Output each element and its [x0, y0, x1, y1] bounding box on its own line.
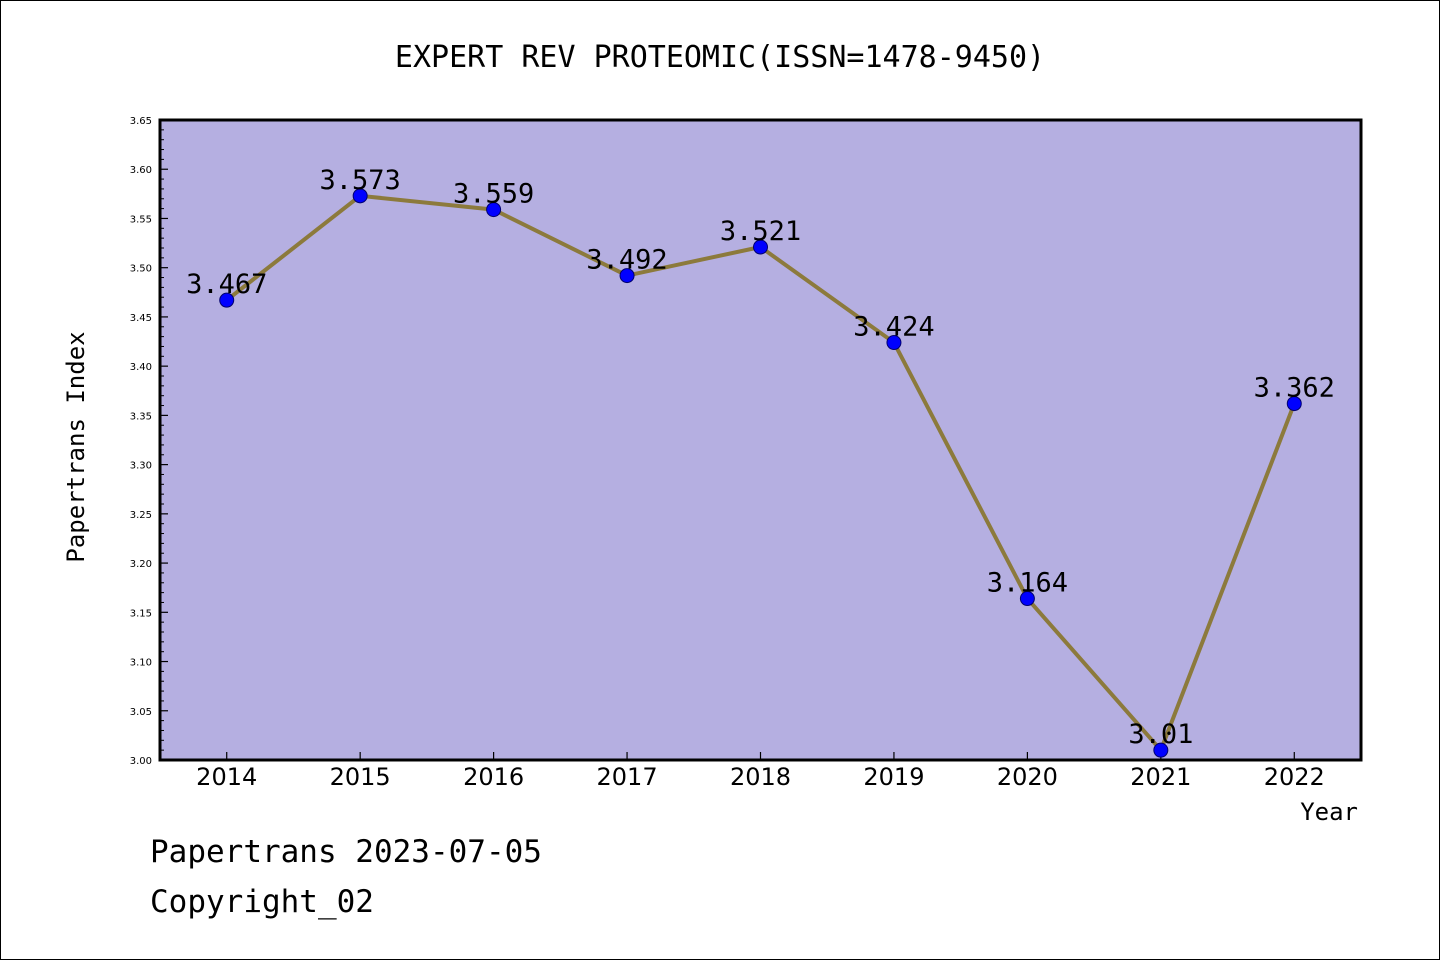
- y-tick-label: 3.25: [130, 510, 152, 521]
- y-tick-label: 3.35: [130, 411, 152, 422]
- y-tick-label: 3.60: [130, 165, 152, 176]
- x-tick-label: 2020: [997, 763, 1058, 791]
- data-point: [886, 335, 902, 351]
- y-tick-label: 3.10: [130, 658, 152, 669]
- x-axis-label: Year: [1300, 798, 1358, 826]
- data-label: 3.573: [320, 165, 401, 196]
- data-point: [486, 202, 502, 218]
- x-tick-label: 2017: [597, 763, 658, 791]
- data-label: 3.362: [1254, 373, 1335, 404]
- y-tick-label: 3.50: [130, 264, 152, 275]
- footer-date-text: Papertrans 2023-07-05: [150, 834, 542, 870]
- y-tick-label: 3.45: [130, 313, 152, 324]
- y-tick-label: 3.30: [130, 461, 152, 472]
- y-axis-label: Papertrans Index: [62, 331, 90, 562]
- data-point: [619, 268, 635, 284]
- y-tick-label: 3.00: [130, 756, 152, 767]
- y-tick-label: 3.65: [130, 116, 152, 127]
- series-1: 3.467 3.573 3.559 3.492 3.521 3.424 3.164 3.01 3…: [186, 165, 1335, 758]
- x-tick-label: 2021: [1130, 763, 1191, 791]
- data-point: [219, 292, 235, 308]
- data-point: [1153, 742, 1169, 758]
- y-tick-label: 3.55: [130, 214, 152, 225]
- data-point: [352, 188, 368, 204]
- chart-title: EXPERT REV PROTEOMIC(ISSN=1478-9450): [395, 40, 1045, 75]
- data-point: [1019, 591, 1035, 607]
- y-axis-ticks: 3.00 3.05 3.10 3.15 3.20 3.25 3.30 3.35 3.40 3.45…: [130, 116, 168, 767]
- x-tick-label: 2014: [196, 763, 257, 791]
- x-axis-ticks: 2014 2015 2016 2017 2018 2019 2020 2021 2022: [196, 752, 1325, 791]
- data-point: [753, 239, 768, 255]
- data-label: 3.164: [987, 568, 1068, 599]
- data-label: 3.559: [453, 179, 534, 210]
- plot-border: [158, 118, 1363, 762]
- footer-copyright-text: Copyright_02: [150, 884, 374, 920]
- y-tick-label: 3.05: [130, 707, 152, 718]
- plot-area: [160, 120, 1361, 760]
- x-tick-label: 2016: [463, 763, 524, 791]
- data-label: 3.521: [720, 216, 801, 247]
- y-tick-label: 3.20: [130, 559, 152, 570]
- data-label: 3.492: [586, 245, 667, 276]
- x-tick-label: 2015: [330, 763, 391, 791]
- x-tick-label: 2018: [730, 763, 791, 791]
- data-label: 3.424: [853, 312, 934, 343]
- data-point: [1286, 396, 1302, 412]
- data-label: 3.467: [186, 269, 267, 300]
- y-tick-label: 3.40: [130, 362, 152, 373]
- data-label: 3.01: [1128, 719, 1193, 750]
- x-tick-label: 2022: [1264, 763, 1325, 791]
- x-tick-label: 2019: [863, 763, 924, 791]
- y-tick-label: 3.15: [130, 608, 152, 619]
